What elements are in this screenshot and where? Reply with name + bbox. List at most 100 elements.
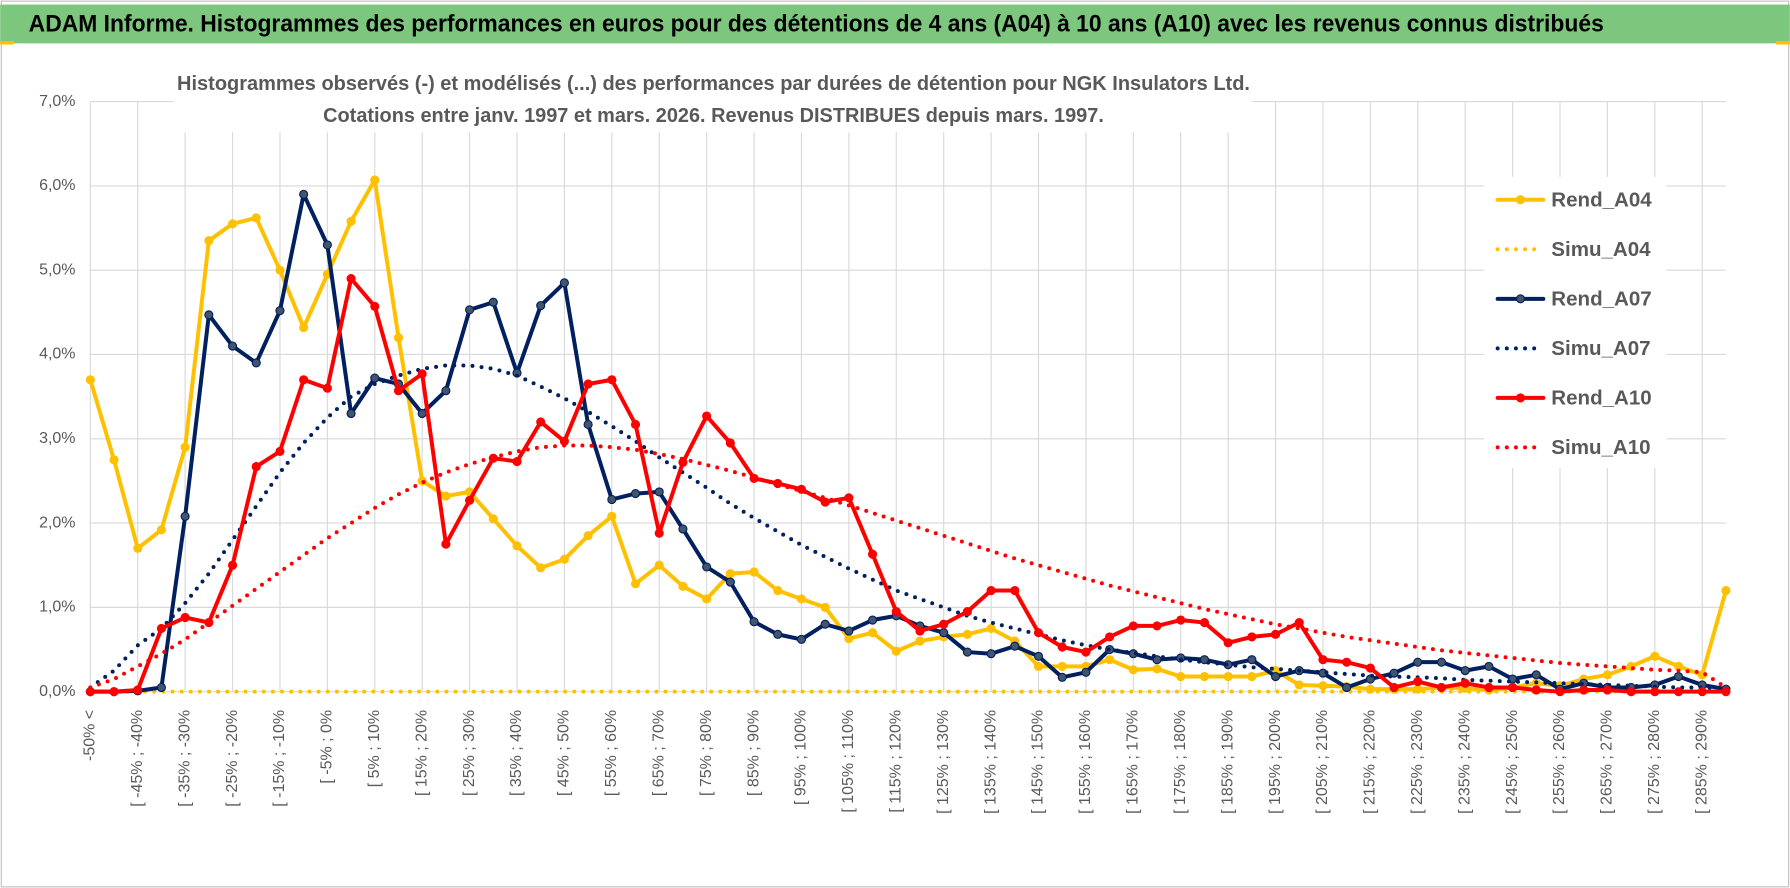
data-point: [915, 636, 925, 646]
data-point: [275, 265, 285, 275]
data-point: [630, 419, 641, 430]
data-point: [702, 411, 712, 421]
header-bar: [0, 4, 1790, 44]
x-tick-label: [ 55% ; 60%: [603, 710, 620, 796]
data-point: [607, 511, 617, 521]
x-tick-label: [ 135% ; 140%: [982, 710, 999, 814]
data-point: [1342, 657, 1352, 667]
data-point: [1081, 667, 1091, 677]
data-point: [749, 617, 759, 627]
x-tick-label: [ 5% ; 10%: [366, 710, 383, 787]
legend-bg: [1483, 176, 1667, 468]
data-point: [346, 408, 356, 419]
data-point: [1010, 641, 1020, 651]
x-tick-label: [ 165% ; 170%: [1125, 710, 1142, 814]
data-point: [417, 408, 427, 419]
data-point: [1176, 615, 1186, 625]
data-point: [630, 579, 641, 589]
data-point: [180, 511, 190, 521]
data-point: [1247, 671, 1257, 682]
legend-marker: [1515, 195, 1526, 205]
data-point: [299, 375, 309, 385]
data-point: [1673, 671, 1684, 682]
legend-label: Simu_A10: [1551, 436, 1650, 459]
data-point: [986, 623, 996, 634]
data-point: [1436, 657, 1447, 667]
data-point: [1033, 661, 1044, 671]
legend-label: Rend_A04: [1551, 188, 1652, 211]
chart-subtitle: Cotations entre janv. 1997 et mars. 2026…: [323, 104, 1104, 127]
chart-title: Histogrammes observés (-) et modélisés (…: [177, 72, 1250, 95]
data-point: [939, 628, 949, 638]
header-accent: [0, 41, 14, 45]
y-tick-label: 0,0%: [39, 683, 75, 700]
data-point: [488, 514, 498, 524]
data-point: [1152, 664, 1162, 674]
data-point: [1294, 617, 1304, 628]
data-point: [1508, 682, 1518, 693]
data-point: [1342, 682, 1352, 693]
data-point: [441, 386, 451, 396]
x-tick-label: [ 265% ; 270%: [1599, 710, 1616, 814]
data-point: [1484, 661, 1494, 671]
x-tick-label: [ 175% ; 180%: [1172, 710, 1189, 814]
series-line: [88, 177, 1728, 692]
data-point: [370, 301, 380, 311]
data-point: [1010, 585, 1020, 596]
data-point: [1247, 632, 1257, 642]
data-point: [393, 333, 404, 343]
y-tick-label: 5,0%: [39, 261, 75, 278]
data-point: [536, 301, 546, 311]
data-point: [370, 373, 380, 383]
data-point: [868, 615, 878, 625]
data-point: [1057, 661, 1067, 671]
data-point: [678, 581, 688, 591]
data-point: [915, 626, 925, 636]
data-point: [1033, 651, 1044, 661]
x-tick-label: [ 35% ; 40%: [508, 710, 525, 796]
data-point: [1318, 681, 1328, 691]
legend-label: Rend_A07: [1551, 287, 1651, 310]
x-tick-label: [ 255% ; 260%: [1551, 710, 1568, 814]
data-point: [251, 213, 261, 223]
series-line: [88, 443, 1728, 690]
x-tick-label: [ 95% ; 100%: [793, 710, 810, 805]
x-tick-label: [ 195% ; 200%: [1267, 710, 1284, 814]
data-point: [702, 562, 712, 572]
x-tick-label: [ 15% ; 20%: [413, 710, 430, 796]
y-tick-label: 4,0%: [39, 346, 75, 363]
data-point: [1199, 671, 1209, 682]
data-point: [962, 607, 972, 617]
grid: 0,0% 1,0% 2,0% 3,0% 4,0% 5,0% 6,0% 7,0% -50% < [ …: [39, 93, 1726, 814]
data-point: [844, 634, 854, 644]
y-tick-label: 1,0%: [39, 599, 75, 616]
data-point: [1650, 651, 1660, 661]
data-point: [109, 687, 119, 697]
data-point: [133, 685, 143, 695]
data-point: [1128, 665, 1138, 675]
data-point: [820, 497, 830, 507]
data-point: [962, 629, 972, 639]
header-title: ADAM Informe. Histogrammes des performan…: [29, 10, 1604, 37]
data-point: [227, 341, 238, 351]
x-tick-label: [ 145% ; 150%: [1030, 710, 1047, 814]
title-bg: [173, 68, 1253, 133]
data-point: [796, 634, 807, 644]
data-point: [583, 379, 593, 389]
data-point: [986, 649, 996, 659]
data-point: [725, 438, 735, 448]
data-point: [85, 375, 95, 385]
data-point: [1199, 617, 1209, 628]
data-point: [891, 646, 901, 656]
data-point: [370, 175, 380, 185]
data-point: [725, 569, 735, 579]
data-point: [607, 494, 617, 505]
data-point: [796, 594, 807, 604]
data-point: [654, 560, 664, 570]
data-point: [583, 531, 593, 541]
x-tick-label: [ 215% ; 220%: [1362, 710, 1379, 814]
y-tick-label: 7,0%: [39, 93, 75, 110]
data-point: [488, 297, 498, 307]
data-point: [868, 549, 878, 559]
data-point: [322, 383, 332, 393]
